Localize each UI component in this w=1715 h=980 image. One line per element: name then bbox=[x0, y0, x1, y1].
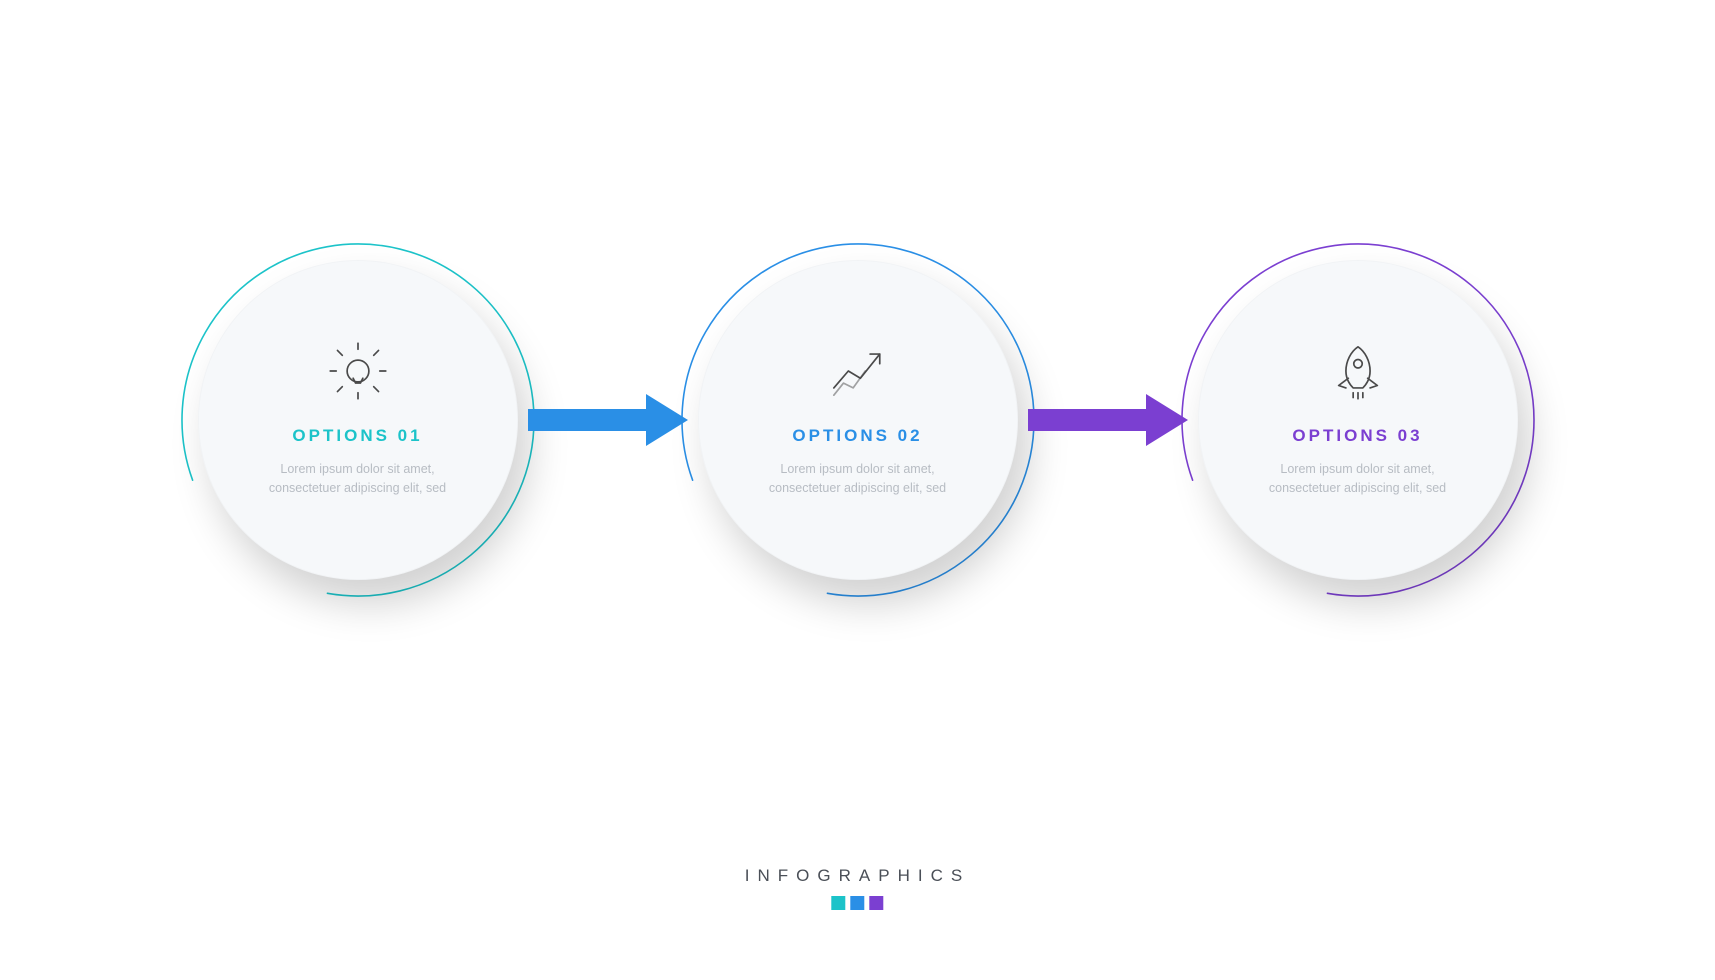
arrow-shape bbox=[528, 394, 688, 446]
connector-2-3 bbox=[1028, 394, 1188, 446]
step-2: OPTIONS 02 Lorem ipsum dolor sit amet, c… bbox=[698, 260, 1018, 580]
connector-1-2 bbox=[528, 394, 688, 446]
step-2-title: OPTIONS 02 bbox=[792, 426, 922, 446]
step-1-disc: OPTIONS 01 Lorem ipsum dolor sit amet, c… bbox=[198, 260, 518, 580]
step-1-body: Lorem ipsum dolor sit amet, consectetuer… bbox=[258, 460, 458, 499]
step-2-disc: OPTIONS 02 Lorem ipsum dolor sit amet, c… bbox=[698, 260, 1018, 580]
swatch-1 bbox=[832, 896, 846, 910]
step-3-title: OPTIONS 03 bbox=[1292, 426, 1422, 446]
arrow-shape bbox=[1028, 394, 1188, 446]
rocket-icon bbox=[1329, 342, 1387, 400]
infographic-canvas: OPTIONS 01 Lorem ipsum dolor sit amet, c… bbox=[0, 0, 1715, 980]
step-3-body: Lorem ipsum dolor sit amet, consectetuer… bbox=[1258, 460, 1458, 499]
footer: INFOGRAPHICS bbox=[745, 866, 970, 910]
footer-swatches bbox=[832, 896, 884, 910]
swatch-2 bbox=[851, 896, 865, 910]
footer-label: INFOGRAPHICS bbox=[745, 866, 970, 886]
step-3: OPTIONS 03 Lorem ipsum dolor sit amet, c… bbox=[1198, 260, 1518, 580]
step-3-disc: OPTIONS 03 Lorem ipsum dolor sit amet, c… bbox=[1198, 260, 1518, 580]
lightbulb-icon bbox=[329, 342, 387, 400]
swatch-3 bbox=[870, 896, 884, 910]
step-1-title: OPTIONS 01 bbox=[292, 426, 422, 446]
step-2-body: Lorem ipsum dolor sit amet, consectetuer… bbox=[758, 460, 958, 499]
steps-row: OPTIONS 01 Lorem ipsum dolor sit amet, c… bbox=[0, 260, 1715, 580]
step-1: OPTIONS 01 Lorem ipsum dolor sit amet, c… bbox=[198, 260, 518, 580]
chart-up-icon bbox=[829, 342, 887, 400]
